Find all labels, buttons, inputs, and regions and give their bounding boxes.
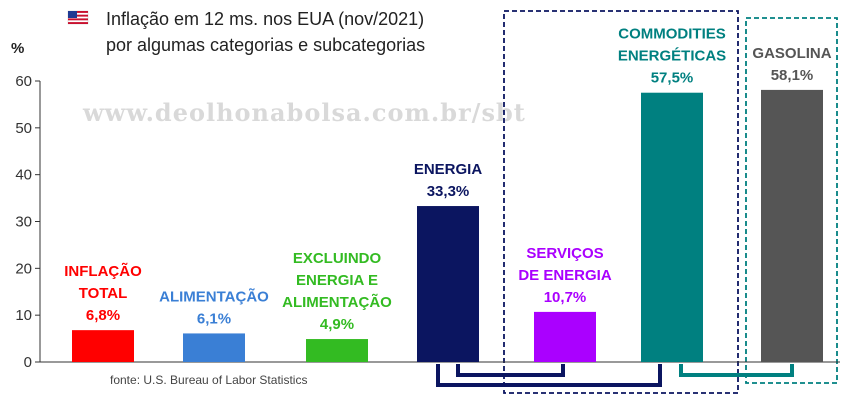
y-tick-label: 30	[15, 214, 32, 231]
bar	[417, 206, 479, 362]
bar-category-label: DE ENERGIA	[518, 267, 612, 284]
bar-category-label: TOTAL	[79, 285, 128, 302]
energy-to-services-connector	[456, 364, 565, 377]
bar-value-label: 57,5%	[651, 70, 694, 87]
gasoline-highlight-box	[745, 17, 838, 384]
bar	[72, 330, 134, 362]
bar-category-label: ALIMENTAÇÃO	[159, 287, 269, 305]
bar-value-label: 58,1%	[771, 67, 814, 84]
bar	[641, 92, 703, 362]
bar-category-label: ENERGIA	[414, 161, 483, 178]
bar-category-label: COMMODITIES	[618, 26, 726, 43]
bar-value-label: 6,8%	[86, 307, 120, 324]
bar-value-label: 10,7%	[544, 289, 587, 306]
bar-category-label: SERVIÇOS	[526, 245, 603, 262]
bar-labels: INFLAÇÃO TOTAL 6,8% ALIMENTAÇÃO 6,1% EXCLUIND…	[64, 26, 831, 333]
y-tick-label: 50	[15, 120, 32, 137]
bar-category-label: EXCLUINDO	[293, 250, 382, 267]
bar-value-label: 4,9%	[320, 316, 354, 333]
bar	[761, 89, 823, 363]
bar	[534, 311, 596, 362]
energy-services-highlight-box	[503, 10, 739, 394]
bar-category-label: INFLAÇÃO	[64, 262, 142, 280]
bars	[72, 89, 823, 363]
bar-value-label: 33,3%	[427, 183, 470, 200]
y-tick-label: 0	[24, 354, 32, 371]
highlight-boxes	[503, 10, 838, 394]
bar-category-label: ENERGIA E	[296, 272, 378, 289]
commodities-to-gasoline-connector	[679, 364, 794, 377]
bar	[183, 333, 245, 362]
group-connectors	[436, 364, 794, 387]
watermark: www.deolhonabolsa.com.br/sbt	[82, 98, 526, 127]
y-axis: 0 10 20 30 40 50 60	[15, 73, 840, 371]
y-tick-label: 60	[15, 73, 32, 90]
energy-to-commodities-connector	[436, 364, 662, 387]
y-axis-label: %	[11, 40, 24, 57]
us-flag-icon	[67, 10, 89, 25]
y-tick-label: 10	[15, 307, 32, 324]
bar-value-label: 6,1%	[197, 310, 231, 327]
chart-title-line-1: Inflação em 12 ms. nos EUA (nov/2021)	[106, 9, 424, 29]
y-tick-label: 20	[15, 260, 32, 277]
bar	[306, 339, 368, 362]
bar-category-label: ALIMENTAÇÃO	[282, 293, 392, 311]
source-note: fonte: U.S. Bureau of Labor Statistics	[110, 373, 307, 387]
chart-title-line-2: por algumas categorias e subcategorias	[106, 35, 425, 55]
bar-category-label: GASOLINA	[752, 45, 831, 62]
y-tick-label: 40	[15, 167, 32, 184]
bar-category-label: ENERGÉTICAS	[618, 48, 726, 65]
